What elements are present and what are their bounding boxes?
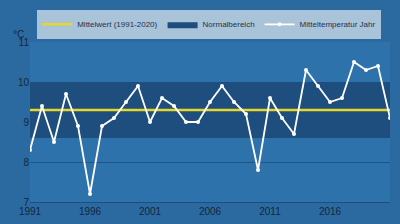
svg-text:°C: °C (13, 29, 24, 40)
svg-text:Mittelwert (1991-2020): Mittelwert (1991-2020) (77, 20, 157, 29)
svg-text:Mitteltemperatur Jahr: Mitteltemperatur Jahr (300, 20, 376, 29)
svg-text:9: 9 (23, 117, 29, 128)
svg-text:Normalbereich: Normalbereich (203, 20, 255, 29)
svg-text:8: 8 (23, 157, 29, 168)
svg-text:10: 10 (18, 77, 30, 88)
svg-text:1991: 1991 (19, 206, 42, 217)
svg-text:2011: 2011 (259, 206, 281, 217)
svg-text:2006: 2006 (199, 206, 222, 217)
svg-text:11: 11 (19, 37, 30, 48)
svg-text:1996: 1996 (79, 206, 102, 217)
svg-text:2001: 2001 (139, 206, 162, 217)
svg-text:2016: 2016 (319, 206, 342, 217)
svg-text:7: 7 (23, 197, 29, 208)
